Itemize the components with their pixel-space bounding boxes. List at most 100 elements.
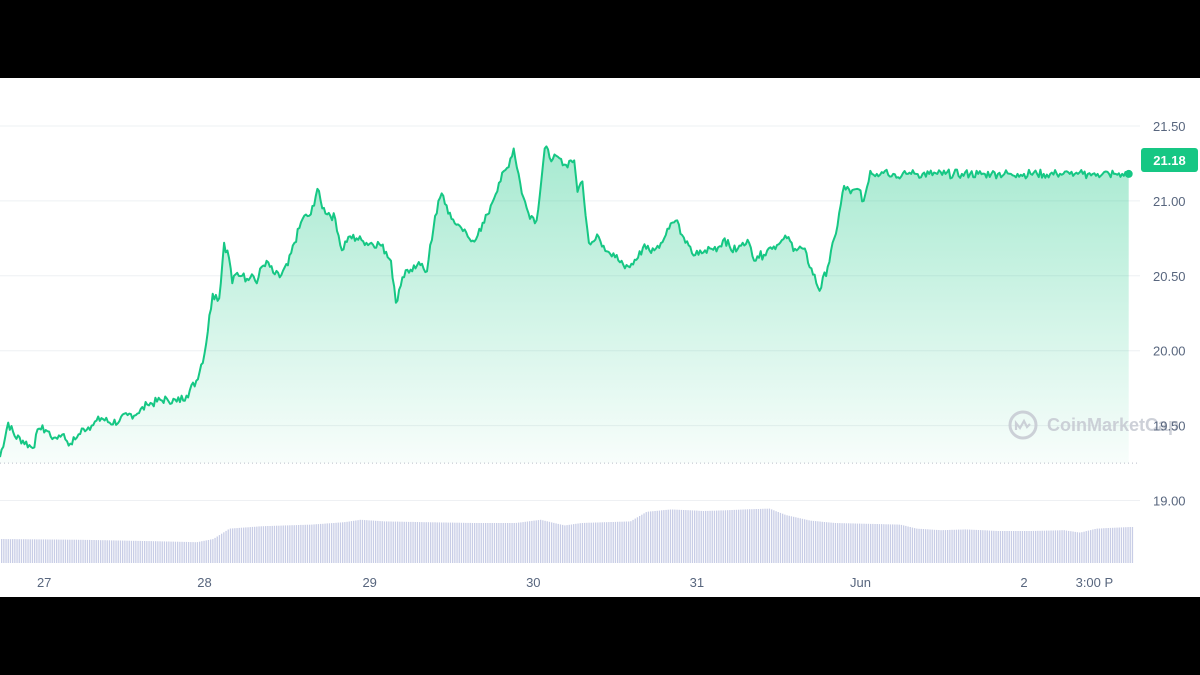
volume-bar: [1068, 530, 1070, 563]
volume-bar: [865, 523, 867, 563]
volume-bar: [1041, 530, 1043, 563]
volume-bar: [20, 539, 23, 563]
volume-bar: [73, 539, 75, 563]
volume-bar: [1074, 531, 1076, 563]
volume-bar: [7, 539, 9, 563]
current-price-point: [1124, 169, 1133, 178]
volume-bar: [889, 524, 892, 563]
volume-bar: [564, 525, 566, 563]
volume-bar: [192, 542, 194, 563]
volume-bar: [423, 522, 425, 563]
volume-bar: [608, 522, 610, 563]
volume-bar: [892, 524, 894, 563]
volume-bar: [768, 508, 771, 563]
volume-bar: [196, 542, 199, 563]
volume-bar: [559, 524, 562, 563]
volume-bar: [942, 530, 944, 563]
volume-bar: [775, 511, 777, 563]
volume-bar: [863, 523, 865, 563]
volume-bar: [390, 521, 392, 563]
volume-bar: [709, 510, 711, 563]
x-tick-label: 28: [197, 575, 211, 590]
volume-bar: [808, 520, 810, 563]
volume-bar: [782, 513, 784, 563]
volume-bar: [238, 527, 240, 563]
volume-bar: [1094, 529, 1096, 563]
volume-bar: [683, 510, 685, 563]
volume-bar: [953, 529, 955, 563]
volume-bar: [969, 529, 971, 563]
volume-bar: [326, 523, 328, 563]
volume-bar: [493, 523, 496, 563]
volume-bar: [746, 509, 749, 563]
volume-bar: [1076, 532, 1079, 563]
volume-bar: [896, 524, 898, 563]
volume-bar: [31, 539, 34, 563]
volume-bar: [335, 522, 337, 563]
volume-bar: [223, 532, 225, 563]
volume-bar: [247, 527, 249, 563]
volume-bar: [872, 523, 874, 563]
volume-bar: [947, 530, 949, 563]
volume-bar: [740, 509, 742, 563]
x-tick-label: 31: [690, 575, 704, 590]
volume-bar: [62, 539, 64, 563]
volume-bar: [137, 540, 139, 563]
volume-bar: [280, 525, 282, 563]
volume-bar: [1028, 531, 1030, 563]
volume-bar: [328, 523, 331, 563]
y-tick-label: 21.50: [1153, 119, 1186, 134]
volume-bar: [441, 522, 443, 563]
volume-bar: [639, 516, 641, 563]
volume-bar: [518, 522, 520, 563]
volume-bar: [731, 510, 733, 563]
volume-bar: [1004, 531, 1006, 563]
volume-bar: [322, 523, 324, 563]
volume-bar: [925, 529, 927, 563]
volume-bar: [144, 541, 146, 563]
volume-bar: [1052, 530, 1054, 563]
volume-bar: [23, 539, 25, 563]
volume-bar: [852, 523, 854, 563]
volume-bar: [755, 509, 757, 563]
volume-bar: [304, 524, 306, 563]
volume-bar: [421, 522, 423, 563]
volume-bar: [993, 530, 995, 563]
volume-bar: [542, 520, 544, 563]
volume-bar: [377, 520, 379, 563]
volume-bar: [179, 541, 181, 563]
volume-bar: [507, 523, 509, 563]
volume-bar: [504, 523, 507, 563]
volume-bar: [498, 523, 500, 563]
volume-bar: [82, 539, 84, 563]
volume-bar: [949, 529, 951, 563]
volume-bar: [427, 522, 430, 563]
volume-bar: [548, 521, 551, 563]
volume-bar: [799, 518, 801, 563]
volume-bar: [817, 521, 819, 563]
volume-bar: [735, 509, 738, 563]
current-price-badge: 21.18: [1141, 148, 1198, 172]
volume-bar: [997, 531, 999, 563]
volume-bar: [788, 515, 790, 563]
volume-bar: [672, 509, 674, 563]
volume-bar: [667, 509, 669, 563]
volume-bar: [12, 539, 14, 563]
volume-bar: [139, 540, 141, 563]
volume-bar: [694, 510, 696, 563]
volume-bar: [1010, 531, 1013, 563]
volume-bar: [412, 521, 414, 563]
volume-bar: [680, 509, 683, 563]
volume-bar: [243, 527, 245, 563]
volume-bar: [36, 539, 38, 563]
volume-bar: [201, 541, 203, 563]
volume-bar: [262, 526, 265, 563]
volume-bar: [474, 523, 476, 563]
volume-bar: [293, 525, 295, 563]
volume-bar: [980, 530, 982, 563]
volume-bar: [669, 509, 672, 563]
volume-bar: [951, 529, 953, 563]
volume-bar: [804, 519, 806, 563]
volume-bar: [111, 540, 113, 563]
volume-bar: [249, 527, 251, 563]
